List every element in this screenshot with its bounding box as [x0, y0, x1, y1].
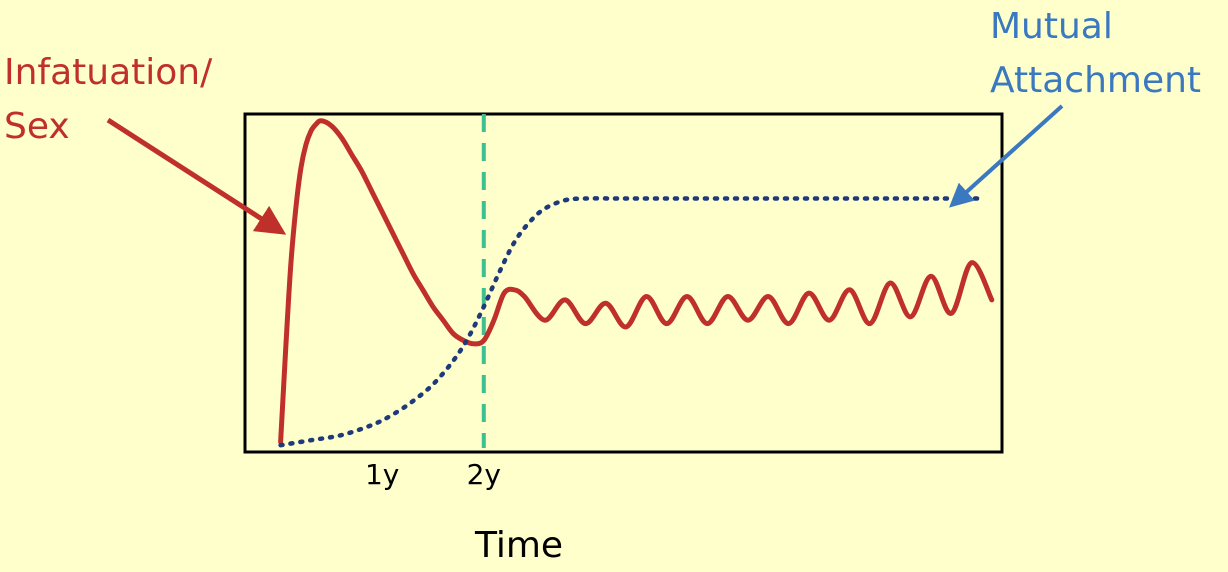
x-tick-label-1y: 1y [365, 458, 399, 491]
series-label-infatuation-line1: Infatuation/ [4, 52, 213, 93]
series-attachment-line [278, 196, 984, 448]
series-infatuation-line [278, 118, 995, 445]
x-axis-label: Time [474, 525, 563, 566]
series-label-attachment-line1: Mutual [990, 6, 1113, 47]
series-label-infatuation-line2: Sex [4, 106, 70, 147]
infatuation-arrow [106, 117, 287, 235]
x-tick-label-2y: 2y [467, 458, 501, 491]
series-label-attachment: Mutual Attachment [990, 6, 1201, 101]
series-label-infatuation: Infatuation/ Sex [4, 52, 224, 147]
series-label-attachment-line2: Attachment [990, 60, 1201, 101]
attachment-arrow [949, 104, 1064, 208]
plot-frame [243, 112, 1004, 454]
